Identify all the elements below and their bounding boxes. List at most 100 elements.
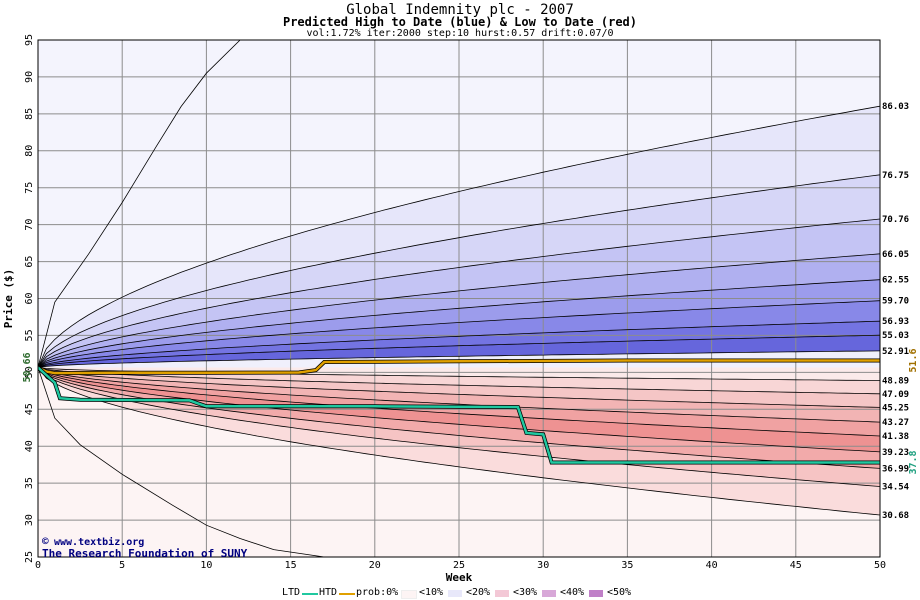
ltd-line <box>38 366 880 464</box>
x-tick-label-20: 20 <box>369 560 381 571</box>
legend-htd-label: HTD <box>319 587 338 598</box>
percentile-value-label: 59.70 <box>882 297 909 307</box>
percentile-value-label: 47.09 <box>882 390 909 400</box>
percentile-value-label: 62.55 <box>882 276 909 286</box>
x-tick-label-50: 50 <box>874 560 886 571</box>
value-labels: 86.03 76.75 70.76 66.05 62.55 59.70 56.93 55.03… <box>22 102 919 521</box>
watermark: © www.textbiz.org The Research Foundatio… <box>42 535 248 560</box>
x-tick-label-15: 15 <box>285 560 297 571</box>
legend-swatch-0 <box>401 590 417 599</box>
legend-ltd-swatch <box>302 593 318 595</box>
y-tick-label-65: 65 <box>24 256 35 268</box>
band-red-4 <box>38 367 880 452</box>
legend-htd-swatch <box>339 593 355 595</box>
percentile-value-label: 86.03 <box>882 102 909 112</box>
percentile-low-line-1 <box>38 367 880 395</box>
htd-end-label: 51.6 <box>908 348 919 372</box>
legend-swatch-30 <box>542 590 556 597</box>
y-tick-label-60: 60 <box>24 292 35 304</box>
percentile-value-label: 34.54 <box>882 483 910 493</box>
percentile-value-label: 70.76 <box>882 215 909 225</box>
percentile-lines <box>38 40 880 557</box>
percentile-high-line-0 <box>38 105 880 368</box>
y-tick-label-25: 25 <box>24 551 35 563</box>
y-tick-label-75: 75 <box>24 182 35 194</box>
percentile-high-line-6 <box>38 320 880 368</box>
legend-ltd-label: LTD <box>282 587 301 598</box>
legend-band-20: <20% <box>466 587 491 598</box>
band-red-6 <box>38 367 880 487</box>
chart-title: Global Indemnity plc - 2007 <box>346 2 574 18</box>
chart-subtitle: Predicted High to Date (blue) & Low to D… <box>282 15 637 29</box>
percentile-low-line-3 <box>38 367 880 423</box>
y-tick-label-80: 80 <box>24 145 35 157</box>
percentile-high-line-3 <box>38 253 880 368</box>
series-lines <box>38 358 880 465</box>
outer-high-line <box>38 40 241 368</box>
band-blue-2 <box>38 219 880 368</box>
band-blue-4 <box>38 279 880 368</box>
percentile-low-line-8 <box>38 367 880 516</box>
percentile-low-line-6 <box>38 367 880 469</box>
ltd-end-label: 37.8 <box>908 450 919 474</box>
y-tick-label-50: 50 <box>24 366 35 378</box>
x-tick-label-0: 0 <box>35 560 41 571</box>
percentile-value-label: 48.89 <box>882 377 909 387</box>
percentile-value-label: 66.05 <box>882 250 909 260</box>
legend: LTD HTD prob:0% <10% <20% <30% <40% <50% <box>0 586 920 600</box>
x-tick-label-5: 5 <box>119 560 125 571</box>
percentile-value-label: 30.68 <box>882 511 909 521</box>
y-tick-label-45: 45 <box>24 403 35 415</box>
percentile-high-line-7 <box>38 334 880 368</box>
percentile-high-line-2 <box>38 218 880 368</box>
x-tick-label-45: 45 <box>790 560 802 571</box>
x-tick-label-10: 10 <box>200 560 212 571</box>
band-blue-3 <box>38 253 880 368</box>
percentile-high-line-1 <box>38 174 880 368</box>
x-tick-label-35: 35 <box>621 560 633 571</box>
percentile-high-line-4 <box>38 279 880 368</box>
y-tick-label-40: 40 <box>24 440 35 452</box>
percentile-value-label: 43.27 <box>882 418 909 428</box>
percentile-high-line-5 <box>38 300 880 368</box>
watermark-org: The Research Foundation of SUNY <box>42 547 248 560</box>
y-tick-label-90: 90 <box>24 71 35 83</box>
start-price-label: 50.66 <box>22 352 33 382</box>
legend-band-50: <50% <box>607 587 632 598</box>
band-red-7 <box>38 367 880 515</box>
x-tick-label-25: 25 <box>453 560 465 571</box>
y-tick-label-55: 55 <box>24 329 35 341</box>
legend-swatch-20 <box>495 590 509 597</box>
percentile-value-label: 55.03 <box>882 331 909 341</box>
percentile-value-label: 52.91 <box>882 347 909 357</box>
htd-line <box>38 359 880 375</box>
band-red-5 <box>38 367 880 469</box>
band-red-3 <box>38 367 880 436</box>
legend-prob-label: prob:0% <box>356 587 399 598</box>
y-tick-label-70: 70 <box>24 219 35 231</box>
band-blue-1 <box>38 174 880 368</box>
chart-params: vol:1.72% iter:2000 step:10 hurst:0.57 d… <box>306 28 614 39</box>
percentile-low-line-2 <box>38 367 880 408</box>
y-tick-label-30: 30 <box>24 514 35 526</box>
y-tick-label-85: 85 <box>24 108 35 120</box>
legend-band-30: <30% <box>513 587 538 598</box>
axes: 0 5 10 15 20 25 30 35 40 45 50 25 30 35 40 45 50 55 60 65 70… <box>2 34 886 584</box>
watermark-site: www.textbiz.org <box>54 536 144 548</box>
percentile-value-label: 45.25 <box>882 403 909 413</box>
y-tick-label-95: 95 <box>24 34 35 46</box>
percentile-value-label: 36.99 <box>882 464 909 474</box>
copyright-icon: © <box>42 535 49 548</box>
y-tick-label-35: 35 <box>24 477 35 489</box>
percentile-low-line-4 <box>38 367 880 437</box>
legend-band-40: <40% <box>560 587 585 598</box>
y-axis-label: Price ($) <box>2 269 15 329</box>
legend-band-10: <10% <box>419 587 444 598</box>
percentile-high-line-8 <box>38 350 880 368</box>
percentile-low-line-7 <box>38 367 880 487</box>
percentile-value-label: 56.93 <box>882 317 909 327</box>
percentile-low-line-5 <box>38 367 880 453</box>
x-tick-label-40: 40 <box>706 560 718 571</box>
